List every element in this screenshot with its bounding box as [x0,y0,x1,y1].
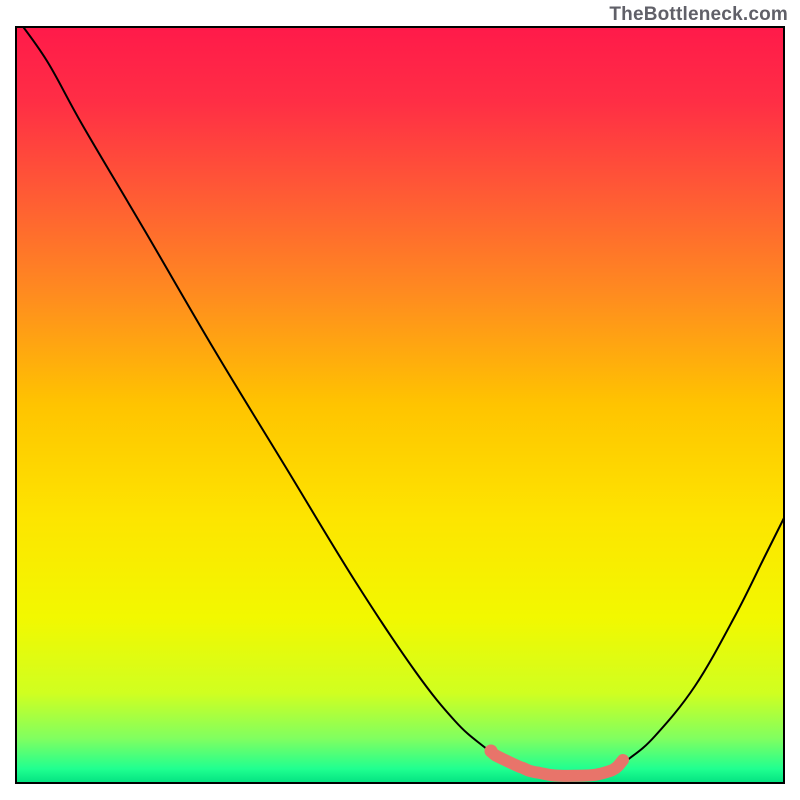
highlight-start-dot [485,745,498,758]
chart-background [15,26,785,784]
chart-svg [15,26,785,784]
bottleneck-chart [15,26,785,784]
attribution-label: TheBottleneck.com [609,4,788,26]
